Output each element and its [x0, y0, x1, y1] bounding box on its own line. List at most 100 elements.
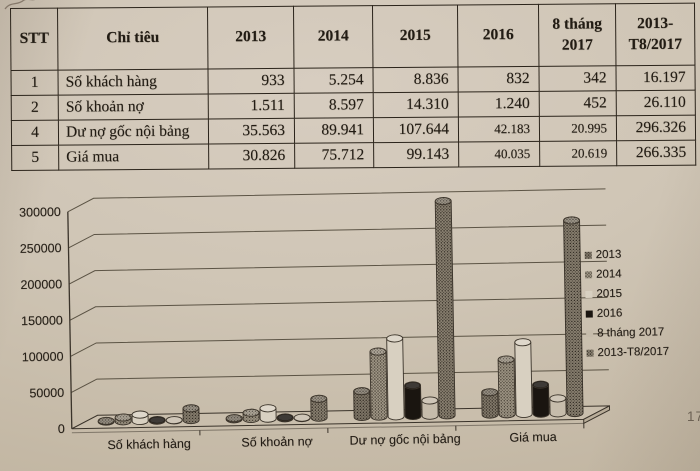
column-header: 2013-T8/2017	[615, 3, 695, 66]
legend-marker	[585, 290, 593, 299]
x-axis-category-label: Dư nợ gốc nội bảng	[349, 432, 460, 448]
y-axis-tick-label: 250000	[20, 241, 62, 256]
table-cell: 4	[11, 120, 59, 146]
table-cell: 107.644	[373, 116, 459, 143]
column-header: STT	[10, 8, 58, 71]
legend-label: 2013-T8/2017	[597, 346, 669, 359]
bar-chart: 0 50000 100000 150000 200000 250000 300000 Số k…	[13, 168, 690, 471]
cylinder-bar	[497, 355, 516, 419]
table-cell: 40.035	[458, 141, 540, 167]
table-header-row: STT Chỉ tiêu 2013 2014 2015 2016 8 tháng 2017 2…	[10, 3, 695, 71]
legend-item: 2015	[585, 288, 622, 300]
legend-item: 2016	[585, 307, 623, 320]
table-cell: 5	[11, 145, 59, 171]
table-cell: Số khoản nợ	[58, 93, 209, 121]
cylinder-bar	[386, 334, 405, 421]
legend-item: 2013-T8/2017	[586, 346, 669, 359]
table-cell: 1.240	[458, 91, 540, 117]
x-axis-category-label: Số khoản nợ	[241, 434, 313, 449]
table-cell: 20.619	[539, 140, 617, 167]
y-axis-tick-label: 0	[58, 422, 65, 436]
legend-marker	[586, 330, 594, 338]
y-axis-tick-label: 300000	[19, 205, 61, 220]
cylinder-bar	[421, 396, 439, 420]
table-cell: Dư nợ gốc nội bảng	[58, 118, 209, 146]
cylinder-bar	[276, 413, 294, 423]
table-cell: 452	[539, 90, 617, 117]
legend-item: 2014	[584, 268, 622, 281]
legend-marker	[584, 271, 593, 279]
table-cell: 20.995	[539, 115, 617, 142]
cylinder-bar	[293, 413, 311, 423]
page-number: 17	[687, 409, 700, 424]
table-cell: 75.712	[294, 142, 374, 169]
cylinder-bar	[310, 394, 328, 422]
table-cell: Giá mua	[58, 143, 209, 171]
table-cell: 35.563	[208, 118, 295, 144]
cylinder-bar	[182, 404, 200, 425]
legend-label: 8 tháng 2017	[597, 326, 664, 339]
legend-item: 2013	[584, 249, 622, 261]
column-header: 2014	[293, 5, 373, 69]
table-cell: 89.941	[294, 117, 374, 144]
cylinder-bar	[148, 416, 166, 425]
column-header: Chỉ tiêu	[57, 6, 208, 71]
table-cell: 1.511	[208, 93, 295, 119]
table-cell: 16.197	[615, 65, 696, 91]
legend-label: 2013	[596, 249, 622, 261]
column-header: 2015	[372, 4, 458, 68]
y-axis-tick-label: 100000	[22, 350, 64, 365]
table-cell: 30.826	[208, 143, 295, 169]
legend-marker	[585, 310, 593, 318]
legend-marker	[584, 251, 592, 259]
cylinder-bar	[514, 338, 533, 418]
table-row: 5 Giá mua 30.826 75.712 99.143 40.035 20.619 26…	[11, 140, 696, 171]
table-cell: 8.597	[294, 92, 374, 119]
cylinder-bar	[165, 416, 183, 425]
table-header: STT Chỉ tiêu 2013 2014 2015 2016 8 tháng 2017 2…	[10, 3, 695, 71]
legend-label: 2015	[596, 288, 622, 300]
y-axis-tick-label: 50000	[29, 386, 64, 401]
column-header: 2013	[207, 6, 294, 69]
table-cell: 342	[538, 65, 617, 92]
scan-artifact-mark	[4, 0, 36, 10]
column-header: 8 tháng 2017	[538, 3, 616, 67]
table-cell: 933	[207, 68, 295, 94]
table-body: 1 Số khách hàng 933 5.254 8.836 832 342 16.197 2…	[10, 65, 696, 171]
cylinder-bar	[404, 381, 422, 421]
cylinder-bar	[549, 394, 567, 418]
cylinder-bar	[114, 413, 132, 426]
table-cell: 26.110	[616, 90, 696, 116]
cylinder-bar	[353, 387, 371, 421]
table-cell: 1	[10, 70, 59, 96]
table-cell: 832	[457, 66, 540, 92]
table-cell: 2	[11, 95, 59, 121]
cylinder-bar	[563, 216, 584, 418]
cylinder-bar	[481, 388, 499, 419]
cylinder-bar	[259, 404, 277, 423]
legend-marker	[586, 349, 594, 357]
y-axis-tick-label: 150000	[21, 313, 63, 328]
column-header: 2016	[457, 4, 539, 67]
cylinder-bar	[532, 380, 550, 418]
table-cell: 266.335	[616, 140, 696, 166]
table-cell: 296.326	[616, 115, 696, 141]
table-cell: 99.143	[373, 141, 459, 168]
cylinder-bar	[131, 410, 149, 426]
cylinder-bar	[434, 197, 456, 420]
cylinder-bar	[242, 408, 260, 423]
cylinder-bar	[97, 416, 115, 426]
x-axis-category-label: Giá mua	[509, 430, 557, 445]
cylinder-bar	[369, 347, 388, 421]
table-cell: Số khách hàng	[57, 68, 209, 96]
y-axis-tick-label: 200000	[20, 277, 62, 292]
summary-table: STT Chỉ tiêu 2013 2014 2015 2016 8 tháng 2017 2…	[10, 3, 696, 171]
x-axis-category-label: Số khách hàng	[107, 437, 191, 453]
table-cell: 14.310	[373, 91, 459, 118]
cylinder-bar	[225, 414, 243, 424]
table-cell: 5.254	[293, 67, 374, 94]
bar-chart-canvas: 0 50000 100000 150000 200000 250000 300000 Số k…	[19, 188, 669, 453]
legend-item: 8 tháng 2017	[586, 326, 664, 340]
legend-label: 2016	[597, 307, 623, 319]
